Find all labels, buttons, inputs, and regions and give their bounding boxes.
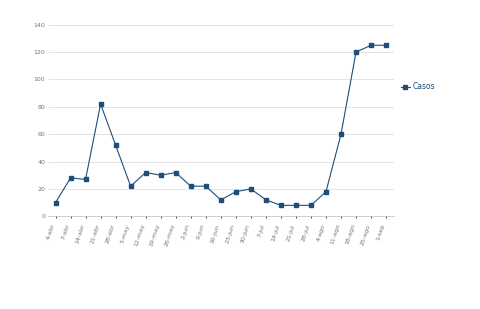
Casos — [338, 132, 344, 136]
Casos — [53, 201, 59, 205]
Casos — [233, 190, 239, 193]
Casos — [158, 173, 164, 177]
Line: Casos: Casos — [54, 44, 388, 207]
Legend: Casos: Casos — [401, 82, 435, 91]
Casos — [128, 184, 133, 188]
Casos — [248, 187, 254, 191]
Casos — [203, 184, 209, 188]
Casos — [353, 50, 359, 54]
Casos — [278, 204, 284, 207]
Casos — [173, 171, 179, 174]
Casos — [188, 184, 193, 188]
Casos — [293, 204, 299, 207]
Casos — [323, 190, 329, 193]
Casos — [98, 102, 104, 106]
Casos — [218, 198, 224, 202]
Casos — [83, 177, 88, 181]
Casos — [113, 143, 119, 147]
Casos — [368, 43, 374, 47]
Casos — [383, 43, 389, 47]
Casos — [68, 176, 73, 180]
Casos — [263, 198, 269, 202]
Casos — [143, 171, 148, 174]
Casos — [308, 204, 314, 207]
